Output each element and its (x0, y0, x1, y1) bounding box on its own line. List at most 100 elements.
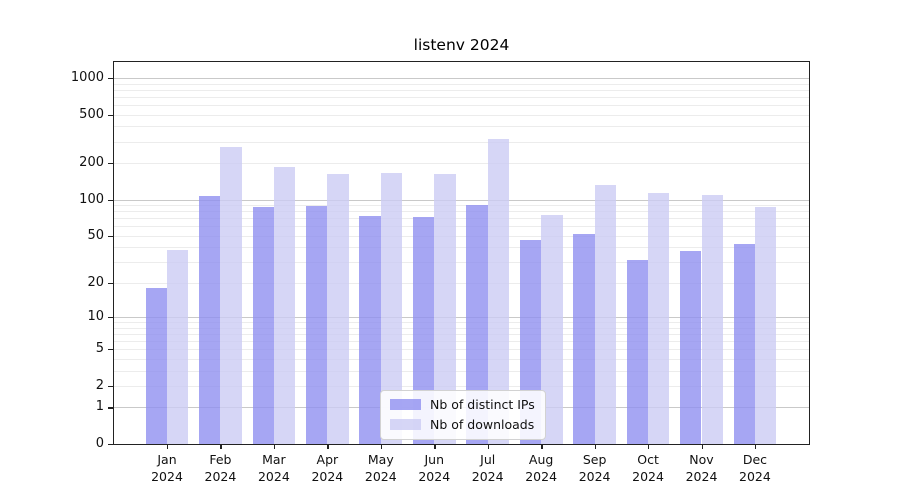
bar-downloads (220, 147, 242, 444)
y-tick-label: 100 (79, 191, 104, 207)
bar-distinct-ips (573, 233, 595, 444)
x-tick-label: Feb 2024 (204, 452, 237, 484)
legend-swatch-distinct-ips (390, 399, 421, 410)
x-tick-mark (487, 445, 490, 449)
y-tick-mark (108, 407, 113, 409)
major-gridline (114, 78, 809, 79)
x-tick-label: Jun 2024 (418, 452, 451, 484)
y-tick-mark (108, 385, 113, 388)
major-gridline (114, 199, 809, 201)
minor-gridline (114, 114, 809, 116)
legend-entry-downloads: Nb of downloads (390, 417, 535, 432)
bar-downloads (273, 167, 296, 444)
minor-gridline (114, 370, 809, 372)
x-tick-mark (434, 445, 436, 449)
y-tick-label: 50 (87, 227, 104, 243)
major-gridline (114, 316, 809, 318)
minor-gridline (114, 126, 809, 128)
bar-distinct-ips (466, 205, 488, 444)
minor-gridline (114, 327, 809, 329)
y-tick-mark (108, 316, 113, 319)
y-tick-label: 1000 (70, 70, 104, 85)
legend-label: Nb of downloads (430, 417, 535, 432)
minor-gridline (114, 83, 809, 85)
bar-downloads (594, 184, 616, 444)
chart-title: listenv 2024 (413, 36, 510, 54)
minor-gridline (114, 358, 809, 360)
minor-gridline (114, 247, 809, 249)
bar-distinct-ips (145, 288, 167, 444)
x-tick-mark (273, 445, 276, 449)
bar-distinct-ips (305, 205, 328, 444)
legend: Nb of distinct IPs Nb of downloads (380, 390, 546, 440)
minor-gridline (114, 340, 809, 342)
minor-gridline (114, 322, 809, 324)
bar-downloads (701, 195, 723, 444)
y-tick-label: 500 (79, 106, 104, 122)
minor-gridline (114, 211, 809, 213)
bar-distinct-ips (680, 251, 702, 444)
minor-gridline (114, 163, 809, 165)
y-tick-mark (108, 114, 113, 117)
bar-downloads (327, 174, 349, 444)
x-tick-label: Jan 2024 (151, 452, 183, 484)
y-tick-mark (108, 282, 113, 285)
minor-gridline (114, 349, 809, 351)
minor-gridline (114, 105, 809, 107)
x-tick-mark (220, 445, 222, 449)
x-tick-mark (648, 445, 650, 449)
bar-distinct-ips (252, 206, 274, 444)
plot-area: Nb of distinct IPs Nb of downloads (113, 61, 810, 445)
legend-entry-distinct-ips: Nb of distinct IPs (390, 397, 535, 412)
x-tick-label: Apr 2024 (311, 452, 344, 484)
x-tick-mark (541, 445, 543, 449)
x-tick-mark (594, 445, 596, 449)
y-tick-label: 10 (87, 308, 104, 324)
y-tick-label: 20 (87, 274, 104, 290)
bar-distinct-ips (626, 260, 649, 444)
bar-downloads (434, 173, 456, 444)
bar-distinct-ips (733, 243, 755, 444)
minor-gridline (114, 333, 809, 335)
x-tick-label: Aug 2024 (525, 452, 558, 484)
x-tick-label: Dec 2024 (739, 452, 771, 484)
minor-gridline (114, 235, 809, 237)
x-tick-label: Sep 2024 (578, 452, 611, 484)
bar-downloads (487, 138, 510, 444)
y-tick-mark (108, 235, 113, 238)
y-tick-label: 200 (79, 155, 104, 171)
x-tick-mark (327, 445, 329, 449)
y-tick-mark (108, 444, 113, 446)
x-tick-label: Nov 2024 (685, 452, 718, 484)
x-tick-mark (167, 445, 169, 449)
minor-gridline (114, 89, 809, 91)
minor-gridline (114, 282, 809, 284)
minor-gridline (114, 96, 809, 98)
y-tick-mark (108, 349, 113, 351)
y-tick-label: 5 (95, 341, 104, 357)
bar-downloads (380, 173, 403, 444)
bar-downloads (648, 192, 670, 444)
minor-gridline (114, 205, 809, 207)
y-tick-mark (108, 199, 113, 201)
minor-gridline (114, 218, 809, 220)
x-tick-label: Mar 2024 (257, 452, 290, 484)
y-tick-label: 0 (95, 436, 104, 451)
x-tick-label: Jul 2024 (471, 452, 504, 484)
minor-gridline (114, 262, 809, 264)
bar-distinct-ips (412, 217, 435, 444)
x-tick-mark (380, 445, 383, 449)
minor-gridline (114, 226, 809, 228)
legend-label: Nb of distinct IPs (430, 397, 535, 412)
x-tick-mark (754, 445, 757, 449)
bar-distinct-ips (359, 216, 381, 444)
y-tick-label: 2 (95, 377, 104, 393)
x-tick-label: May 2024 (364, 452, 397, 484)
minor-gridline (114, 141, 809, 143)
y-tick-mark (108, 163, 113, 165)
bar-distinct-ips (199, 195, 221, 444)
minor-gridline (114, 385, 809, 387)
legend-swatch-downloads (390, 419, 421, 430)
bar-downloads (754, 207, 777, 444)
